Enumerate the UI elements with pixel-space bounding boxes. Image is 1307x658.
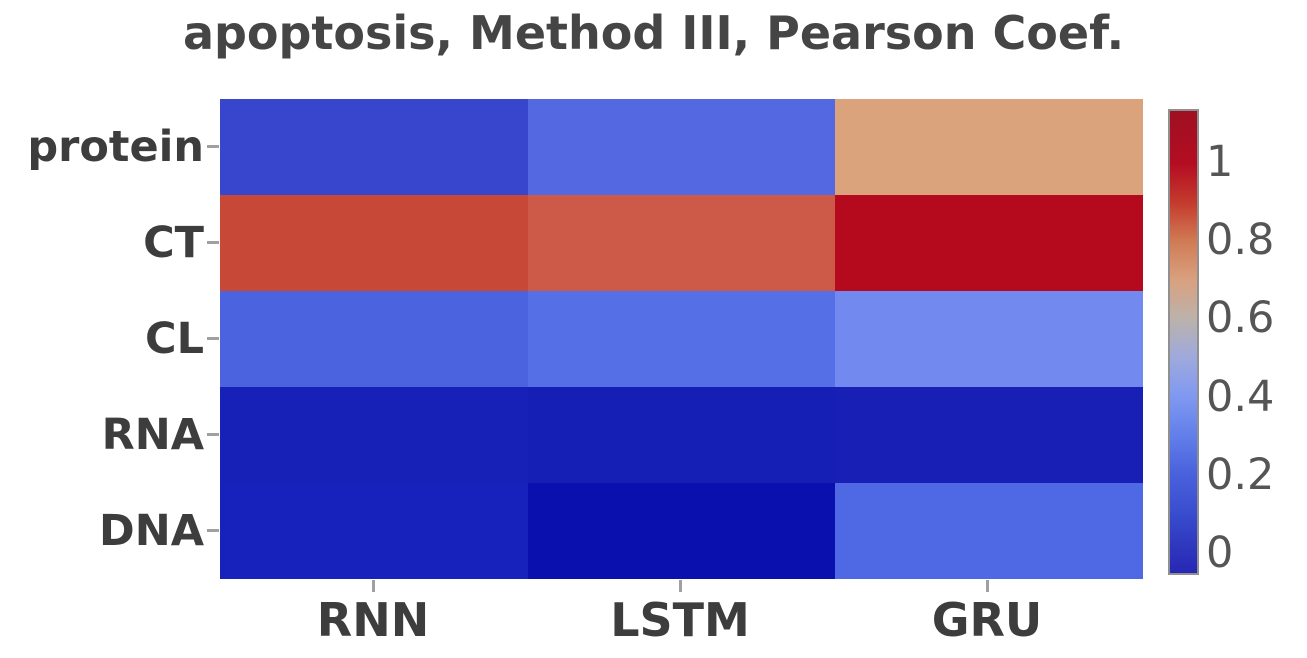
y-label-CT: CT [143,218,204,268]
x-tick-mark [986,580,989,592]
x-label-LSTM: LSTM [610,593,750,647]
heatmap-cell-DNA-LSTM [527,483,836,579]
y-tick-mark [207,433,219,436]
heatmap-cell-CL-GRU [835,291,1143,387]
y-label-CL: CL [145,314,204,364]
heatmap-cell-CT-RNN [220,195,528,291]
heatmap-cell-CT-GRU [835,195,1143,291]
heatmap-cell-RNA-GRU [835,387,1143,483]
heatmap-cell-protein-GRU [835,99,1143,195]
y-tick-mark [207,529,219,532]
y-tick-mark [207,145,219,148]
y-tick-mark [207,337,219,340]
colorbar-tick-0.4: 0.4 [1206,371,1275,422]
heatmap-cell-RNA-LSTM [527,387,836,483]
heatmap-cell-CL-LSTM [527,291,836,387]
colorbar-tick-1: 1 [1206,137,1234,187]
heatmap-cell-protein-LSTM [527,99,836,195]
x-label-RNN: RNN [316,593,430,647]
colorbar [1168,109,1199,575]
heatmap-cell-RNA-RNN [220,387,528,483]
heatmap-cell-CT-LSTM [527,195,836,291]
colorbar-tick-0.8: 0.8 [1206,215,1275,266]
colorbar-tick-0.2: 0.2 [1206,449,1275,500]
y-label-DNA: DNA [99,506,204,556]
colorbar-tick-0.6: 0.6 [1206,293,1275,344]
x-tick-mark [679,580,682,592]
colorbar-tick-0: 0 [1206,528,1234,578]
heatmap-cell-CL-RNN [220,291,528,387]
heatmap-cell-DNA-RNN [220,483,528,579]
heatmap-cell-protein-RNN [220,99,528,195]
y-tick-mark [207,241,219,244]
y-label-RNA: RNA [101,410,204,460]
y-label-protein: protein [27,122,204,172]
chart-title: apoptosis, Method III, Pearson Coef. [182,6,1125,60]
x-label-GRU: GRU [931,593,1043,647]
heatmap-cell-DNA-GRU [835,483,1143,579]
heatmap [220,99,1143,579]
x-tick-mark [372,580,375,592]
